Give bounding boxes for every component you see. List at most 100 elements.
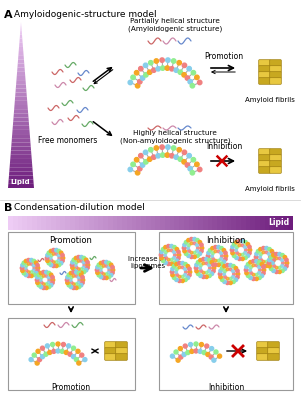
- Circle shape: [217, 246, 220, 249]
- Circle shape: [231, 251, 234, 255]
- Circle shape: [47, 285, 51, 289]
- Polygon shape: [184, 216, 188, 230]
- Polygon shape: [17, 76, 26, 80]
- Circle shape: [223, 280, 226, 284]
- Circle shape: [205, 344, 209, 348]
- Text: Amyloid fibrils: Amyloid fibrils: [245, 186, 295, 192]
- Circle shape: [223, 264, 226, 268]
- Circle shape: [210, 260, 214, 264]
- Circle shape: [200, 264, 202, 266]
- Circle shape: [57, 263, 61, 267]
- Circle shape: [181, 279, 184, 282]
- Circle shape: [178, 279, 181, 282]
- Circle shape: [172, 276, 176, 280]
- Circle shape: [211, 254, 213, 258]
- Polygon shape: [9, 167, 33, 171]
- Circle shape: [269, 256, 273, 259]
- Circle shape: [234, 278, 237, 282]
- Polygon shape: [241, 216, 246, 230]
- Circle shape: [244, 268, 248, 272]
- Circle shape: [164, 246, 167, 249]
- Circle shape: [248, 248, 252, 252]
- Circle shape: [212, 358, 216, 362]
- Circle shape: [143, 63, 148, 68]
- FancyBboxPatch shape: [257, 354, 268, 360]
- Circle shape: [281, 269, 284, 272]
- Circle shape: [111, 271, 114, 274]
- Circle shape: [193, 251, 196, 254]
- Circle shape: [259, 258, 262, 261]
- Polygon shape: [14, 109, 28, 113]
- Circle shape: [172, 256, 175, 259]
- Circle shape: [250, 266, 253, 268]
- Circle shape: [78, 278, 81, 282]
- Circle shape: [110, 263, 113, 266]
- Circle shape: [33, 266, 36, 270]
- Circle shape: [186, 276, 190, 280]
- Circle shape: [214, 259, 217, 262]
- Circle shape: [200, 342, 203, 346]
- Circle shape: [259, 248, 262, 251]
- Polygon shape: [169, 216, 174, 230]
- Circle shape: [140, 163, 145, 167]
- Circle shape: [260, 274, 264, 278]
- Circle shape: [281, 259, 284, 262]
- Circle shape: [44, 352, 48, 356]
- Circle shape: [249, 269, 251, 271]
- Circle shape: [250, 272, 253, 274]
- Circle shape: [181, 275, 184, 278]
- Circle shape: [186, 350, 190, 354]
- Circle shape: [102, 260, 105, 264]
- Circle shape: [166, 58, 170, 62]
- Text: Promotion: Promotion: [204, 52, 244, 61]
- Circle shape: [97, 274, 101, 277]
- Circle shape: [208, 248, 212, 252]
- Circle shape: [197, 272, 200, 276]
- Circle shape: [86, 263, 90, 267]
- Circle shape: [66, 276, 69, 279]
- Circle shape: [49, 284, 53, 287]
- Circle shape: [214, 250, 217, 253]
- Circle shape: [222, 260, 225, 264]
- Text: Increase in
liposomes: Increase in liposomes: [128, 256, 167, 269]
- Circle shape: [235, 240, 238, 244]
- Circle shape: [229, 281, 232, 284]
- Circle shape: [272, 262, 275, 264]
- Circle shape: [236, 246, 238, 248]
- Text: Promotion: Promotion: [51, 383, 91, 392]
- Circle shape: [262, 265, 265, 269]
- Circle shape: [47, 262, 51, 265]
- Circle shape: [238, 253, 241, 256]
- Circle shape: [36, 281, 39, 284]
- FancyBboxPatch shape: [8, 318, 135, 390]
- Circle shape: [21, 264, 24, 267]
- Circle shape: [247, 262, 250, 266]
- Circle shape: [99, 269, 102, 271]
- Circle shape: [77, 276, 80, 279]
- Polygon shape: [14, 101, 27, 105]
- Circle shape: [244, 252, 247, 254]
- Circle shape: [135, 70, 139, 75]
- Circle shape: [220, 258, 222, 260]
- Circle shape: [268, 258, 271, 262]
- Circle shape: [236, 252, 238, 254]
- Polygon shape: [146, 216, 150, 230]
- Circle shape: [182, 160, 186, 164]
- Circle shape: [241, 257, 244, 260]
- Circle shape: [182, 150, 187, 154]
- Circle shape: [167, 244, 170, 248]
- Circle shape: [75, 266, 78, 269]
- Circle shape: [170, 354, 174, 358]
- Circle shape: [165, 66, 169, 70]
- Circle shape: [102, 276, 105, 280]
- Polygon shape: [18, 55, 24, 59]
- Circle shape: [258, 266, 260, 268]
- Circle shape: [177, 250, 180, 254]
- Circle shape: [256, 250, 260, 253]
- Circle shape: [275, 257, 278, 260]
- Circle shape: [107, 275, 111, 279]
- Circle shape: [258, 272, 260, 274]
- Circle shape: [160, 256, 163, 260]
- Circle shape: [262, 246, 265, 250]
- Circle shape: [147, 70, 152, 74]
